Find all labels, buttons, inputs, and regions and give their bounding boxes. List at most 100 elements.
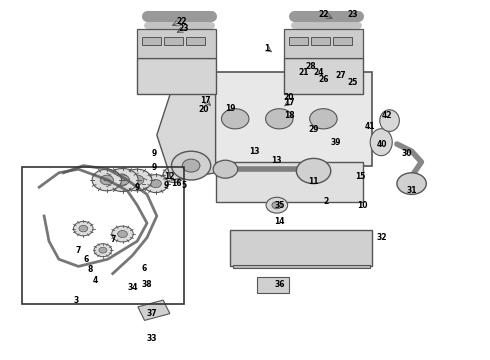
- Bar: [257, 277, 289, 293]
- Bar: [311, 37, 330, 45]
- Text: 12: 12: [164, 172, 174, 181]
- Text: 34: 34: [127, 284, 138, 292]
- Text: 23: 23: [347, 10, 358, 19]
- Text: 9: 9: [152, 149, 157, 158]
- Circle shape: [169, 171, 179, 178]
- Text: 6: 6: [83, 255, 88, 264]
- Circle shape: [94, 244, 112, 257]
- Text: 8: 8: [88, 266, 93, 275]
- Polygon shape: [284, 58, 363, 94]
- Text: 32: 32: [377, 233, 388, 242]
- Circle shape: [130, 175, 144, 185]
- Circle shape: [266, 109, 293, 129]
- Circle shape: [221, 109, 249, 129]
- Circle shape: [172, 151, 211, 180]
- Bar: [142, 37, 161, 45]
- Circle shape: [213, 160, 238, 178]
- Circle shape: [163, 167, 185, 183]
- Bar: [333, 37, 352, 45]
- Text: 29: 29: [308, 125, 319, 134]
- Circle shape: [118, 230, 127, 238]
- Polygon shape: [137, 29, 216, 58]
- Circle shape: [100, 175, 113, 185]
- Text: 10: 10: [357, 201, 368, 210]
- Text: 25: 25: [347, 78, 358, 87]
- Text: 9: 9: [164, 181, 169, 190]
- Polygon shape: [230, 230, 372, 266]
- Text: 39: 39: [330, 138, 341, 147]
- Text: 37: 37: [147, 309, 157, 318]
- Text: 13: 13: [249, 147, 260, 156]
- Circle shape: [150, 180, 161, 188]
- Text: 36: 36: [274, 280, 285, 289]
- Text: 13: 13: [271, 156, 282, 165]
- Text: 15: 15: [355, 172, 366, 181]
- Text: 24: 24: [313, 68, 324, 77]
- Circle shape: [116, 175, 129, 185]
- Circle shape: [112, 226, 133, 242]
- Text: 7: 7: [110, 235, 115, 244]
- Text: 3: 3: [74, 296, 78, 305]
- Text: 1: 1: [265, 44, 270, 53]
- Text: 33: 33: [147, 334, 157, 343]
- Circle shape: [397, 173, 426, 194]
- Text: 26: 26: [318, 75, 329, 84]
- Text: 7: 7: [76, 246, 81, 255]
- Ellipse shape: [380, 110, 399, 131]
- Circle shape: [107, 168, 138, 192]
- Text: 18: 18: [284, 111, 294, 120]
- Text: 22: 22: [318, 10, 329, 19]
- Circle shape: [266, 197, 288, 213]
- Text: 31: 31: [406, 186, 417, 195]
- Text: 20: 20: [284, 93, 294, 102]
- Text: 19: 19: [225, 104, 236, 113]
- Text: 17: 17: [200, 96, 211, 105]
- Circle shape: [122, 169, 152, 191]
- Text: 22: 22: [176, 17, 187, 26]
- Text: 14: 14: [274, 217, 285, 226]
- Ellipse shape: [370, 129, 392, 156]
- Polygon shape: [206, 72, 372, 166]
- Text: 35: 35: [274, 201, 285, 210]
- Circle shape: [144, 175, 168, 193]
- Bar: [164, 37, 183, 45]
- Bar: [138, 300, 170, 320]
- Polygon shape: [157, 90, 216, 180]
- Text: 21: 21: [298, 68, 309, 77]
- Polygon shape: [137, 58, 216, 94]
- Text: 38: 38: [142, 280, 152, 289]
- Text: 9: 9: [152, 163, 157, 172]
- Polygon shape: [284, 29, 363, 58]
- Polygon shape: [216, 162, 363, 202]
- Bar: [22, 167, 184, 304]
- Circle shape: [173, 148, 202, 169]
- Polygon shape: [233, 265, 370, 268]
- Text: 41: 41: [365, 122, 375, 131]
- Text: 42: 42: [382, 111, 392, 120]
- Bar: [186, 37, 205, 45]
- Text: 20: 20: [198, 105, 209, 114]
- Circle shape: [181, 153, 195, 163]
- Circle shape: [79, 225, 88, 232]
- Circle shape: [310, 109, 337, 129]
- Text: 23: 23: [178, 24, 189, 33]
- Circle shape: [99, 247, 107, 253]
- Circle shape: [272, 202, 282, 209]
- Text: 4: 4: [93, 276, 98, 285]
- Text: 16: 16: [171, 179, 182, 188]
- Text: 11: 11: [308, 177, 319, 186]
- Text: 17: 17: [284, 98, 294, 107]
- Text: 5: 5: [181, 181, 186, 190]
- Circle shape: [182, 159, 200, 172]
- Bar: [289, 37, 308, 45]
- Text: 9: 9: [135, 183, 140, 192]
- Text: 2: 2: [323, 197, 328, 206]
- Text: 40: 40: [377, 140, 388, 149]
- Text: 27: 27: [335, 71, 346, 80]
- Text: 30: 30: [401, 149, 412, 158]
- Text: 28: 28: [306, 62, 317, 71]
- Circle shape: [74, 221, 93, 236]
- Circle shape: [92, 169, 122, 191]
- Circle shape: [296, 158, 331, 184]
- Text: 6: 6: [142, 264, 147, 273]
